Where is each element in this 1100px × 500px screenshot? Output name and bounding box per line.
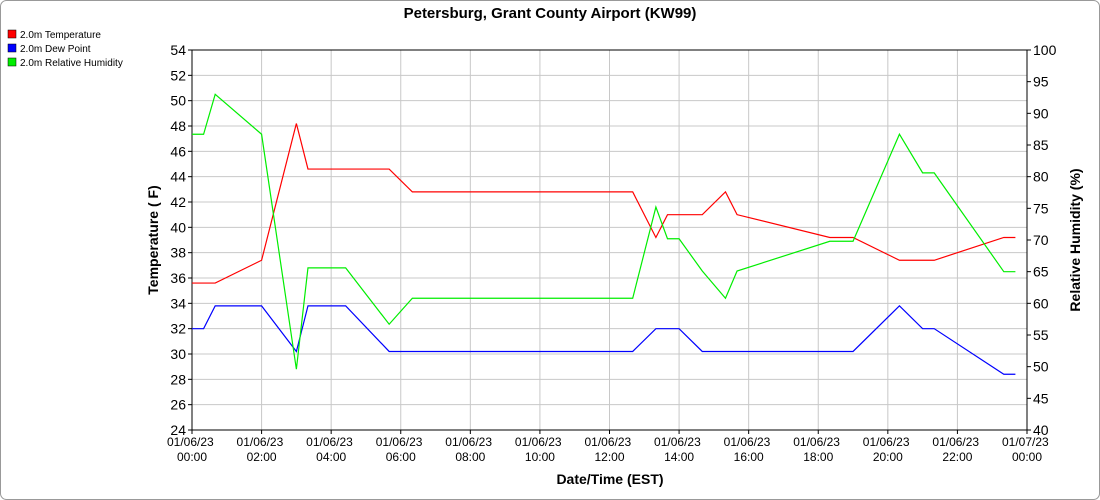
- y2-tick-label: 80: [1033, 169, 1049, 185]
- x-tick-label: 01/06/23 20:00: [863, 435, 913, 464]
- y-axis-label: Temperature ( F): [145, 185, 161, 294]
- x-tick-label: 01/06/23 18:00: [793, 435, 843, 464]
- y-tick-label: 44: [170, 169, 186, 185]
- legend-swatch: [7, 57, 17, 67]
- x-tick-label: 01/06/23 02:00: [237, 435, 287, 464]
- y-tick-label: 30: [170, 346, 186, 362]
- y2-tick-label: 90: [1033, 105, 1049, 121]
- y-tick-label: 28: [170, 371, 186, 387]
- legend-label: 2.0m Dew Point: [20, 44, 91, 55]
- series-line: [192, 123, 1016, 284]
- y-tick-label: 36: [170, 270, 186, 286]
- plot-border: [191, 49, 1028, 431]
- x-tick-label: 01/06/23 04:00: [306, 435, 356, 464]
- legend-swatch: [7, 43, 17, 53]
- series-line: [192, 305, 1016, 375]
- y2-tick-label: 50: [1033, 359, 1049, 375]
- y-tick-label: 34: [170, 295, 186, 311]
- x-tick-label: 01/06/23 14:00: [654, 435, 704, 464]
- y2-tick-label: 85: [1033, 137, 1049, 153]
- y2-tick-label: 75: [1033, 200, 1049, 216]
- y-tick-label: 48: [170, 118, 186, 134]
- y2-tick-label: 100: [1033, 42, 1057, 58]
- x-tick-label: 01/06/23 16:00: [724, 435, 774, 464]
- x-tick-label: 01/06/23 22:00: [932, 435, 982, 464]
- y2-axis-label: Relative Humidity (%): [1067, 168, 1083, 311]
- y2-tick-label: 70: [1033, 232, 1049, 248]
- y-tick-label: 38: [170, 245, 186, 261]
- x-tick-label: 01/06/23 12:00: [584, 435, 634, 464]
- y-tick-label: 50: [170, 93, 186, 109]
- chart-title: Petersburg, Grant County Airport (KW99): [404, 5, 697, 22]
- y-tick-label: 42: [170, 194, 186, 210]
- legend-swatch: [7, 29, 17, 39]
- x-tick-label: 01/06/23 08:00: [445, 435, 495, 464]
- series-line: [192, 93, 1016, 370]
- x-axis-label: Date/Time (EST): [556, 471, 663, 487]
- x-tick-label: 01/07/23 00:00: [1002, 435, 1052, 464]
- y2-tick-label: 40: [1033, 422, 1049, 438]
- x-tick-label: 01/06/23 00:00: [167, 435, 217, 464]
- y-tick-label: 26: [170, 397, 186, 413]
- y2-tick-label: 65: [1033, 264, 1049, 280]
- y-tick-label: 32: [170, 321, 186, 337]
- y2-tick-label: 95: [1033, 74, 1049, 90]
- legend-label: 2.0m Temperature: [20, 30, 101, 41]
- x-tick-label: 01/06/23 10:00: [515, 435, 565, 464]
- x-tick-label: 01/06/23 06:00: [376, 435, 426, 464]
- y-tick-label: 40: [170, 219, 186, 235]
- y-tick-label: 24: [170, 422, 186, 438]
- y2-tick-label: 45: [1033, 390, 1049, 406]
- y-tick-label: 46: [170, 143, 186, 159]
- y2-tick-label: 60: [1033, 295, 1049, 311]
- y2-tick-label: 55: [1033, 327, 1049, 343]
- legend-label: 2.0m Relative Humidity: [20, 58, 123, 69]
- y-tick-label: 52: [170, 67, 186, 83]
- y-tick-label: 54: [170, 42, 186, 58]
